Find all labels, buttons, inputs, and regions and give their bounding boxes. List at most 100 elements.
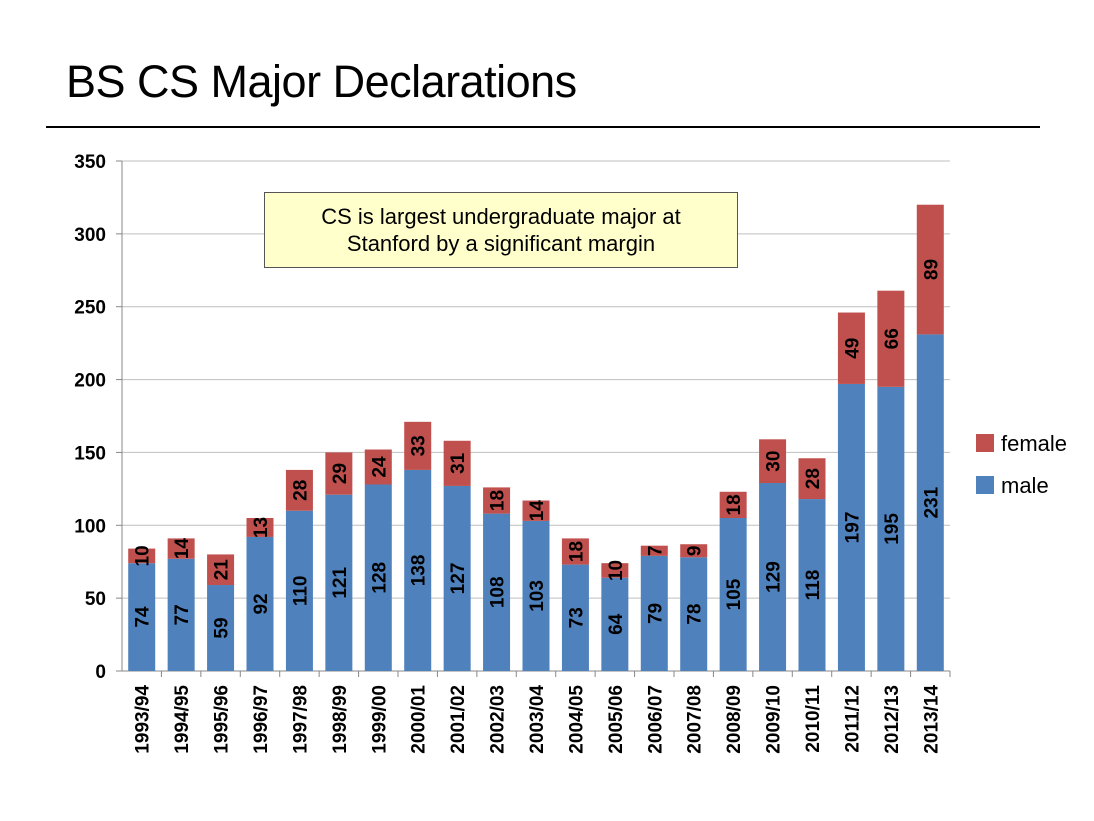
bar-male [167, 558, 195, 671]
data-label-female: 14 [172, 538, 193, 560]
bar-female [640, 545, 668, 556]
bar-male [680, 557, 708, 671]
data-label-female: 10 [606, 560, 627, 581]
data-label-female: 29 [330, 463, 351, 484]
data-label-male: 138 [409, 555, 430, 587]
bar-male [483, 513, 511, 671]
bar-female [443, 440, 471, 486]
data-label-male: 128 [369, 562, 390, 594]
data-label-male: 64 [606, 613, 627, 635]
data-label-male: 105 [724, 578, 745, 610]
x-tick-label: 1994/95 [172, 685, 193, 754]
data-label-male: 92 [251, 593, 272, 614]
bar-male [443, 485, 471, 671]
data-label-male: 197 [842, 512, 863, 544]
x-tick-label: 2006/07 [645, 685, 666, 754]
x-tick-label: 1995/96 [212, 685, 233, 754]
title-divider [46, 126, 1040, 128]
data-label-male: 79 [645, 603, 666, 624]
y-tick-label: 350 [74, 152, 106, 173]
x-tick-label: 2012/13 [882, 685, 903, 754]
legend-swatch-female [976, 434, 994, 452]
bar-female [719, 491, 747, 518]
bar-male [601, 577, 629, 671]
data-label-female: 49 [842, 338, 863, 359]
bar-male [404, 469, 432, 671]
data-label-male: 118 [803, 570, 824, 601]
bar-male [561, 564, 589, 671]
y-tick-label: 200 [74, 371, 106, 392]
bar-female [325, 452, 353, 495]
bar-female [285, 469, 313, 511]
data-label-female: 18 [488, 490, 509, 511]
bar-female [759, 439, 787, 484]
x-tick-label: 2007/08 [685, 685, 706, 754]
data-label-female: 33 [409, 435, 430, 456]
x-tick-label: 2004/05 [566, 685, 587, 754]
data-label-female: 30 [764, 451, 785, 472]
bar-male [325, 494, 353, 671]
bar-female [167, 538, 195, 559]
bar-male [837, 383, 865, 671]
bar-male [246, 536, 274, 671]
legend-swatch-male [976, 476, 994, 494]
data-label-female: 10 [133, 545, 154, 566]
data-label-male: 103 [527, 580, 548, 612]
legend: female male [976, 431, 1067, 498]
data-label-female: 7 [645, 545, 666, 556]
bar-female [601, 563, 629, 578]
legend-label-male: male [1001, 473, 1049, 498]
bar-female [561, 538, 589, 565]
y-tick-label: 0 [95, 662, 106, 683]
data-label-male: 74 [133, 606, 154, 628]
x-tick-label: 1996/97 [251, 685, 272, 754]
x-tick-label: 2011/12 [842, 685, 863, 753]
bar-female [522, 500, 550, 521]
x-tick-label: 2000/01 [409, 685, 430, 754]
x-tick-label: 1993/94 [133, 685, 154, 754]
callout-line-2: Stanford by a significant margin [346, 231, 656, 256]
data-label-female: 21 [212, 559, 233, 581]
data-label-female: 89 [921, 259, 942, 280]
y-tick-label: 250 [74, 298, 106, 319]
x-tick-label: 2003/04 [527, 685, 548, 754]
x-tick-label: 1998/99 [330, 685, 351, 754]
callout-line-1: CS is largest undergraduate major at [321, 204, 681, 229]
data-label-male: 110 [290, 576, 311, 607]
bar-male [798, 499, 826, 671]
data-label-male: 121 [330, 567, 351, 599]
data-label-female: 66 [882, 328, 903, 349]
data-label-female: 13 [251, 517, 272, 538]
data-label-male: 127 [448, 563, 469, 595]
bar-male [207, 585, 235, 671]
bar-female [680, 544, 708, 558]
bar-male [916, 334, 944, 671]
data-label-male: 73 [566, 607, 587, 628]
bar-male [759, 483, 787, 671]
x-tick-label: 1999/00 [369, 685, 390, 754]
y-tick-label: 50 [85, 589, 106, 610]
y-tick-label: 150 [74, 443, 106, 464]
bar-male [877, 386, 905, 671]
data-label-male: 129 [764, 561, 785, 593]
bar-female [364, 449, 392, 485]
bar-female [837, 312, 865, 384]
callout-box: CS is largest undergraduate major at Sta… [264, 192, 738, 268]
data-label-female: 28 [803, 468, 824, 489]
x-axis: 1993/94 1994/95 1995/96 1996/97 1997/98 1998/… [122, 670, 951, 754]
data-label-female: 24 [369, 456, 390, 478]
data-label-male: 195 [882, 513, 903, 545]
bar-female [128, 548, 156, 564]
bar-female [798, 458, 826, 500]
bar-male [522, 520, 550, 671]
bar-female [404, 421, 432, 470]
bar-male [128, 563, 156, 671]
data-label-female: 28 [290, 480, 311, 501]
x-tick-label: 1997/98 [290, 685, 311, 754]
y-tick-label: 300 [74, 225, 106, 246]
bar-male [285, 510, 313, 671]
data-label-male: 78 [685, 604, 706, 625]
data-label-female: 31 [448, 452, 469, 474]
data-label-male: 59 [212, 617, 233, 638]
